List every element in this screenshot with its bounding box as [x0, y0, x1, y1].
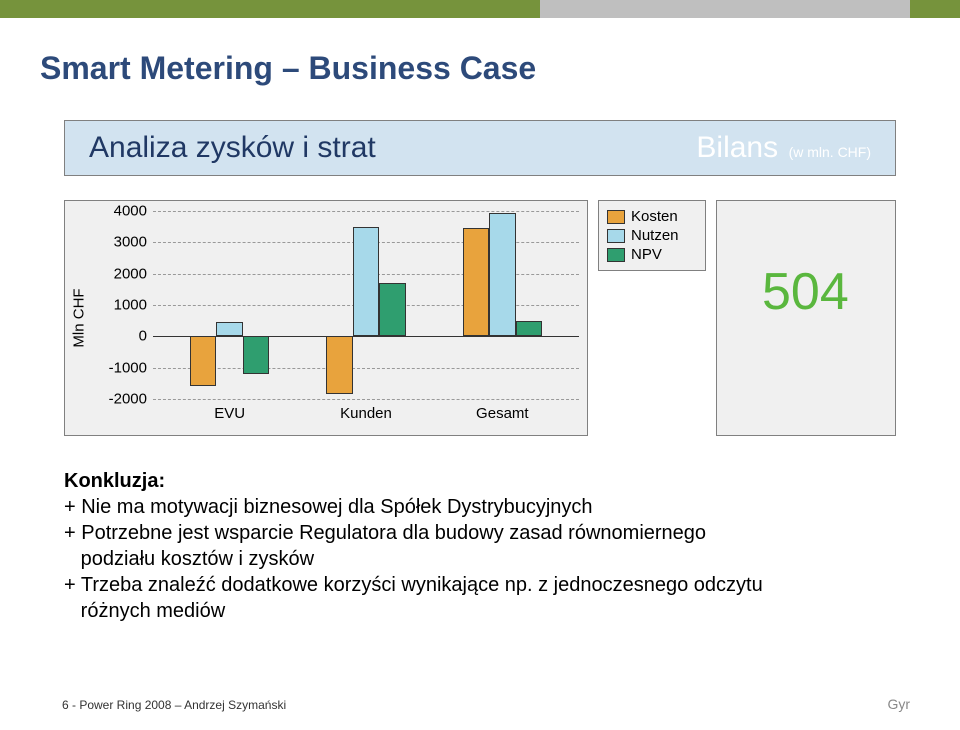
- chart-bar: [243, 336, 269, 374]
- chart-grid-line: [153, 399, 579, 400]
- legend-swatch: [607, 248, 625, 262]
- chart-ytick-label: -1000: [109, 359, 147, 376]
- chart-xtick-label: EVU: [214, 405, 245, 422]
- chart-bar: [489, 213, 515, 337]
- slide-title: Smart Metering – Business Case: [40, 50, 536, 87]
- legend-swatch: [607, 210, 625, 224]
- chart-bar: [190, 336, 216, 386]
- chart-xtick-label: Gesamt: [476, 405, 529, 422]
- banner-right-sub: (w mln. CHF): [789, 144, 871, 160]
- conclusion-text: Konkluzja:+ Nie ma motywacji biznesowej …: [64, 468, 763, 624]
- legend-label: NPV: [631, 246, 662, 263]
- footer: 6 - Power Ring 2008 – Andrzej Szymański: [62, 698, 286, 712]
- chart-ylabel: Mln CHF: [71, 288, 88, 347]
- chart-plot-area: 40003000200010000-1000-2000EVUKundenGesa…: [153, 211, 579, 399]
- legend: Kosten Nutzen NPV: [598, 200, 706, 271]
- legend-label: Nutzen: [631, 227, 679, 244]
- chart: Mln CHF 40003000200010000-1000-2000EVUKu…: [64, 200, 588, 436]
- chart-bar: [353, 227, 379, 337]
- chart-bar: [379, 283, 405, 336]
- conclusion-line: różnych mediów: [64, 598, 763, 624]
- footer-logo-fragment: Gyr: [887, 696, 910, 712]
- legend-item: NPV: [601, 245, 703, 264]
- chart-ytick-label: 3000: [114, 234, 147, 251]
- top-bar-gray: [540, 0, 910, 18]
- legend-label: Kosten: [631, 208, 678, 225]
- legend-item: Kosten: [601, 207, 703, 226]
- chart-ytick-label: -2000: [109, 391, 147, 408]
- banner-right: Bilans: [696, 131, 778, 164]
- big-number: 504: [762, 262, 849, 322]
- chart-xtick-label: Kunden: [340, 405, 392, 422]
- chart-bar: [463, 228, 489, 336]
- conclusion-heading: Konkluzja:: [64, 468, 763, 494]
- chart-ytick-label: 0: [139, 328, 147, 345]
- banner: Analiza zysków i strat Bilans (w mln. CH…: [64, 120, 896, 176]
- legend-swatch: [607, 229, 625, 243]
- chart-bar: [326, 336, 352, 394]
- conclusion-line: + Potrzebne jest wsparcie Regulatora dla…: [64, 520, 763, 546]
- chart-zero-line: [153, 336, 579, 337]
- chart-ytick-label: 1000: [114, 297, 147, 314]
- conclusion-line: + Trzeba znaleźć dodatkowe korzyści wyni…: [64, 572, 763, 598]
- chart-ytick-label: 2000: [114, 265, 147, 282]
- conclusion-line: + Nie ma motywacji biznesowej dla Spółek…: [64, 494, 763, 520]
- chart-grid-line: [153, 368, 579, 369]
- conclusion-line: podziału kosztów i zysków: [64, 546, 763, 572]
- legend-item: Nutzen: [601, 226, 703, 245]
- banner-left: Analiza zysków i strat: [89, 131, 696, 165]
- chart-ytick-label: 4000: [114, 203, 147, 220]
- chart-bar: [516, 321, 542, 337]
- chart-bar: [216, 322, 242, 336]
